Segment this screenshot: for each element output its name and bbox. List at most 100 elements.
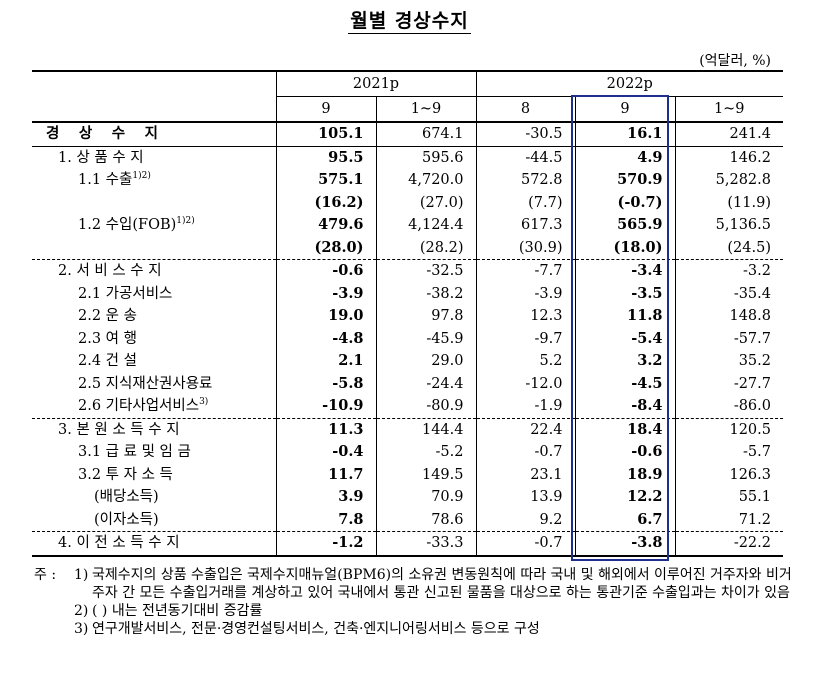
table-row: (16.2) (27.0) (7.7) (-0.7) (11.9) xyxy=(32,191,783,215)
row-label: 4. 이 전 소 득 수 지 xyxy=(32,531,276,557)
header-col: 9 xyxy=(574,96,675,122)
cell-value: 11.7 xyxy=(275,463,376,486)
cell-value: 35.2 xyxy=(674,350,783,373)
cell-value: -9.7 xyxy=(475,327,575,350)
table-row: 3.1 급 료 및 임 금 -0.4 -5.2 -0.7 -0.6 -5.7 xyxy=(32,441,783,464)
cell-value: -5.2 xyxy=(375,441,476,464)
footnote-text: ( ) 내는 전년동기대비 증감률 xyxy=(92,603,263,619)
table-row: 2. 서 비 스 수 지 -0.6 -32.5 -7.7 -3.4 -3.2 xyxy=(32,259,783,283)
table-row: (28.0) (28.2) (30.9) (18.0) (24.5) xyxy=(32,236,783,260)
row-label-text: (배당소득) xyxy=(94,489,159,506)
cell-value: 23.1 xyxy=(475,463,575,486)
row-label: 경 상 수 지 xyxy=(32,121,276,146)
cell-value: 3.2 xyxy=(574,350,675,373)
cell-value: (28.0) xyxy=(275,236,376,260)
row-label: 2.5 지식재산권사용료 xyxy=(32,373,276,396)
cell-value: 5,136.5 xyxy=(674,214,783,237)
cell-value: 11.8 xyxy=(574,305,675,328)
header-year-2021: 2021p xyxy=(275,70,476,97)
cell-value: -3.5 xyxy=(574,282,675,305)
cell-value: (27.0) xyxy=(375,191,476,214)
table-row: 2.6 기타사업서비스3) -10.9 -80.9 -1.9 -8.4 -86.0 xyxy=(32,395,783,418)
cell-value: -0.7 xyxy=(475,441,575,464)
cell-value: 575.1 xyxy=(275,169,376,192)
footnote-text: 국제수지의 상품 수출입은 국제수지매뉴얼(BPM6)의 소유권 변동원칙에 따… xyxy=(92,567,792,601)
cell-value: 617.3 xyxy=(475,214,575,237)
cell-value: -38.2 xyxy=(375,282,476,305)
row-label-text: 2.6 기타사업서비스 xyxy=(78,398,200,415)
cell-value: -24.4 xyxy=(375,372,476,395)
row-label-footnote-ref: 3) xyxy=(199,397,209,408)
cell-value: -32.5 xyxy=(375,259,476,283)
row-label-text: 2.2 운 송 xyxy=(78,308,137,325)
cell-value: -1.2 xyxy=(275,531,376,557)
cell-value: -3.9 xyxy=(275,282,376,305)
cell-value: -44.5 xyxy=(475,145,575,169)
cell-value: 565.9 xyxy=(574,214,675,237)
cell-value: 479.6 xyxy=(275,214,376,237)
row-label-text: 3. 본 원 소 득 수 지 xyxy=(58,421,180,438)
cell-value: (30.9) xyxy=(475,236,575,260)
row-label-footnote-ref: 1)2) xyxy=(176,216,195,227)
cell-value: -5.4 xyxy=(574,327,675,350)
row-label-text: 경 상 수 지 xyxy=(46,125,166,143)
cell-value: (7.7) xyxy=(475,191,575,214)
cell-value: -8.4 xyxy=(574,395,675,418)
cell-value: 70.9 xyxy=(375,486,476,509)
table-row: 2.5 지식재산권사용료 -5.8 -24.4 -12.0 -4.5 -27.7 xyxy=(32,372,783,396)
row-label: 2.4 건 설 xyxy=(32,350,276,373)
cell-value: 2.1 xyxy=(275,350,376,373)
cell-value: (-0.7) xyxy=(574,191,675,214)
cell-value: 12.2 xyxy=(574,486,675,509)
row-label: 2.1 가공서비스 xyxy=(32,283,276,306)
cell-value: -57.7 xyxy=(674,327,783,350)
row-label: 2.3 여 행 xyxy=(32,328,276,351)
row-label: (배당소득) xyxy=(32,486,276,509)
cell-value: 18.9 xyxy=(574,463,675,486)
footnote-prefix: 주 : xyxy=(34,567,57,583)
row-label-text: 2.5 지식재산권사용료 xyxy=(78,375,213,392)
table-row: (이자소득) 7.8 78.6 9.2 6.7 71.2 xyxy=(32,508,783,532)
row-label xyxy=(32,192,276,215)
page-title: 월별 경상수지 xyxy=(348,10,471,34)
cell-value: -0.6 xyxy=(275,259,376,283)
table-row: 2.1 가공서비스 -3.9 -38.2 -3.9 -3.5 -35.4 xyxy=(32,282,783,306)
row-label: 1.1 수출1)2) xyxy=(32,169,276,192)
cell-value: -30.5 xyxy=(475,121,575,146)
cell-value: 78.6 xyxy=(375,508,476,532)
cell-value: -33.3 xyxy=(375,531,476,557)
cell-value: 4,124.4 xyxy=(375,214,476,237)
row-label-text: 2.3 여 행 xyxy=(78,330,137,347)
table-row: 1.2 수입(FOB)1)2) 479.6 4,124.4 617.3 565.9 5,1… xyxy=(32,214,783,237)
cell-value: 146.2 xyxy=(674,145,783,169)
footnote-number: 3) xyxy=(74,621,89,637)
cell-value: 16.1 xyxy=(574,121,675,146)
row-label: 1. 상 품 수 지 xyxy=(32,145,276,169)
cell-value: 149.5 xyxy=(375,463,476,486)
row-label-text: 3.1 급 료 및 임 금 xyxy=(78,444,191,461)
row-label: 3.2 투 자 소 득 xyxy=(32,464,276,487)
cell-value: -0.6 xyxy=(574,441,675,464)
cell-value: 241.4 xyxy=(674,121,783,146)
cell-value: 572.8 xyxy=(475,169,575,192)
cell-value: -80.9 xyxy=(375,395,476,418)
cell-value: 126.3 xyxy=(674,463,783,486)
row-label: 2.6 기타사업서비스3) xyxy=(32,395,276,418)
row-label-text: 4. 이 전 소 득 수 지 xyxy=(58,535,180,552)
cell-value: (24.5) xyxy=(674,236,783,260)
cell-value: 105.1 xyxy=(275,121,376,146)
cell-value: 7.8 xyxy=(275,508,376,532)
cell-value: -45.9 xyxy=(375,327,476,350)
cell-value: 144.4 xyxy=(375,417,476,441)
row-label: 1.2 수입(FOB)1)2) xyxy=(32,214,276,237)
cell-value: (16.2) xyxy=(275,191,376,214)
table-row: 2.2 운 송 19.0 97.8 12.3 11.8 148.8 xyxy=(32,305,783,328)
header-col: 8 xyxy=(475,96,575,122)
header-corner-2 xyxy=(32,97,276,123)
cell-value: -35.4 xyxy=(674,282,783,305)
cell-value: 4,720.0 xyxy=(375,169,476,192)
cell-value: -27.7 xyxy=(674,372,783,395)
cell-value: 13.9 xyxy=(475,486,575,509)
table-row: 2.3 여 행 -4.8 -45.9 -9.7 -5.4 -57.7 xyxy=(32,327,783,351)
cell-value: 120.5 xyxy=(674,417,783,441)
